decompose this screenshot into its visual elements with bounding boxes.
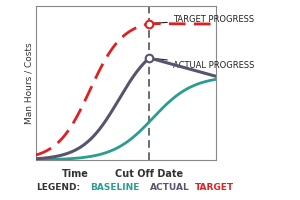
Text: Time: Time <box>62 169 89 179</box>
Text: ACTUAL PROGRESS: ACTUAL PROGRESS <box>152 58 254 70</box>
Text: TARGET: TARGET <box>195 183 234 192</box>
Text: Cut Off Date: Cut Off Date <box>115 169 184 179</box>
Text: LEGEND:: LEGEND: <box>36 183 80 192</box>
Text: ACTUAL: ACTUAL <box>150 183 190 192</box>
Text: TARGET PROGRESS: TARGET PROGRESS <box>152 15 254 24</box>
Text: BASELINE: BASELINE <box>90 183 140 192</box>
Y-axis label: Man Hours / Costs: Man Hours / Costs <box>24 42 33 124</box>
